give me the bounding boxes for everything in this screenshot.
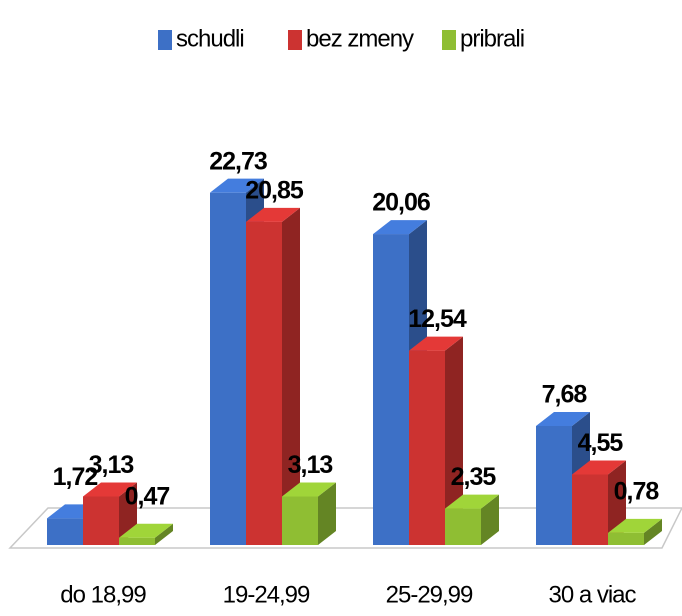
bar-top <box>83 482 137 497</box>
value-label: 20,85 <box>245 176 304 204</box>
x-tick-label: 25-29,99 <box>386 581 473 608</box>
bar <box>119 537 155 545</box>
bar <box>608 532 644 545</box>
value-label: 1,72 <box>53 463 98 491</box>
bar-side <box>155 523 173 545</box>
bar-side <box>318 482 336 545</box>
bar <box>47 518 83 545</box>
legend-swatch <box>442 30 456 50</box>
value-label: 2,35 <box>451 463 497 491</box>
value-label: 12,54 <box>408 305 467 333</box>
bar-top <box>119 523 173 538</box>
legend-label: schudli <box>176 25 244 52</box>
bar <box>246 221 282 545</box>
bar-side <box>445 336 463 545</box>
bar-side <box>644 518 662 545</box>
bar-top <box>282 482 336 497</box>
x-tick-label: do 18,99 <box>60 581 146 608</box>
value-label: 4,55 <box>578 429 624 457</box>
bar <box>572 474 608 545</box>
value-label: 0,78 <box>614 478 660 506</box>
bar-top <box>445 494 499 509</box>
bar-top <box>536 411 590 426</box>
value-label: 7,68 <box>542 381 588 409</box>
bar-top <box>210 178 264 193</box>
bar <box>445 508 481 545</box>
value-label: 3,13 <box>89 451 134 479</box>
bar <box>83 496 119 545</box>
bar <box>536 425 572 545</box>
value-label: 3,13 <box>288 451 333 479</box>
bar-top <box>246 207 300 222</box>
legend-label: pribrali <box>460 25 524 52</box>
bar <box>282 496 318 545</box>
value-label: 20,06 <box>372 189 430 217</box>
bar-top <box>572 460 626 475</box>
bar <box>210 192 246 545</box>
floor <box>8 507 682 549</box>
x-tick-label: 30 a viac <box>548 581 636 608</box>
legend-swatch <box>288 30 302 50</box>
bar-top <box>409 336 463 351</box>
x-tick-label: 19-24,99 <box>223 581 310 608</box>
bar-side <box>481 494 499 545</box>
bar <box>409 350 445 545</box>
value-label: 0,47 <box>125 482 170 510</box>
value-label: 22,73 <box>209 147 267 175</box>
bar-top <box>608 518 662 533</box>
legend-swatch <box>158 30 172 50</box>
bar <box>373 234 409 545</box>
legend-label: bez zmeny <box>306 25 414 52</box>
bar-side <box>282 207 300 545</box>
bar-top <box>373 220 427 235</box>
